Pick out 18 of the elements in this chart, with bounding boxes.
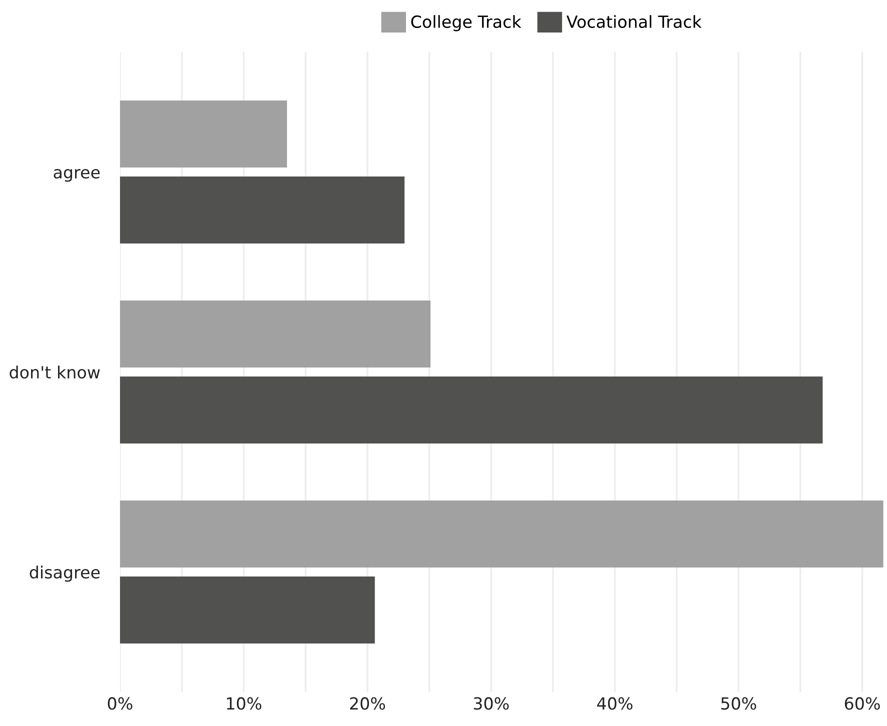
bar [120, 176, 405, 244]
x-tick-label: 20% [350, 697, 386, 710]
x-tick-label: 40% [597, 697, 632, 710]
y-tick-label: don't know [10, 366, 100, 379]
bar [120, 500, 884, 568]
x-tick-label: 50% [721, 697, 756, 710]
bar [120, 576, 375, 644]
y-tick-label: disagree [30, 566, 100, 582]
y-tick-label: agree [54, 169, 100, 182]
x-tick-label: 10% [227, 697, 262, 710]
bar [120, 376, 823, 444]
x-tick-label: 0% [108, 697, 132, 710]
x-tick-label: 60% [844, 697, 880, 710]
x-tick-label: 30% [474, 697, 509, 710]
bar [120, 300, 431, 368]
legend-label: College Track [411, 15, 522, 32]
bar [120, 100, 288, 168]
legend-label: Vocational Track [566, 15, 702, 28]
